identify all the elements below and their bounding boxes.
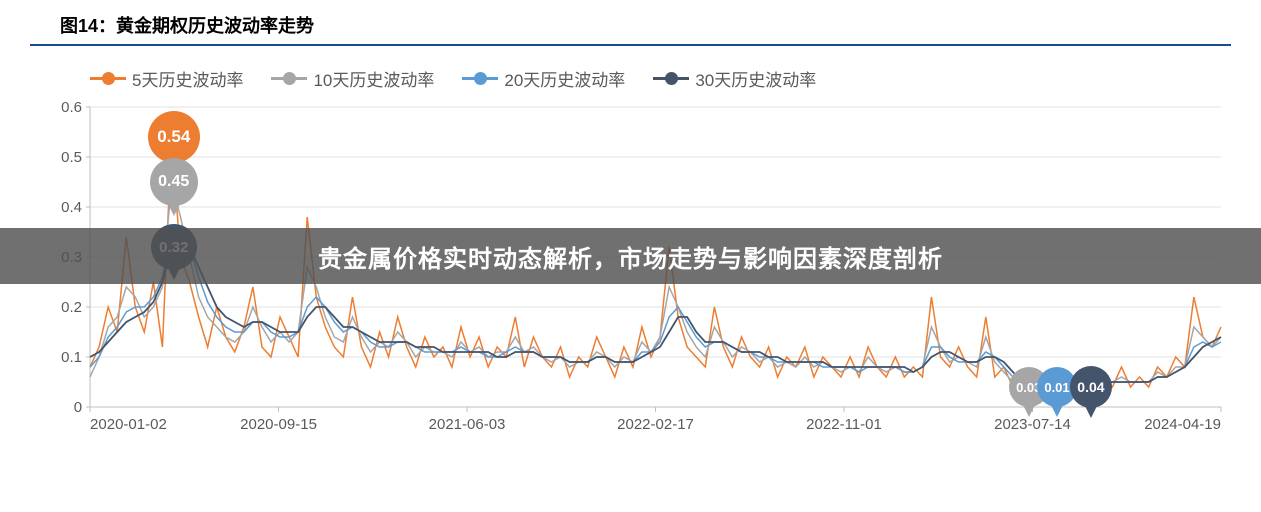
legend-label: 30天历史波动率	[695, 66, 816, 91]
callout-bubble: 0.04	[1070, 366, 1112, 408]
legend-label: 10天历史波动率	[313, 66, 434, 91]
y-tick-label: 0.2	[61, 299, 82, 316]
x-tick-label: 2024-04-19	[1144, 416, 1221, 433]
series-line	[90, 182, 1221, 392]
legend-marker	[653, 72, 689, 86]
x-tick-label: 2020-09-15	[240, 416, 317, 433]
legend-item: 10天历史波动率	[271, 66, 434, 91]
callout-bubble: 0.45	[150, 158, 198, 206]
figure-title: 图14：黄金期权历史波动率走势	[30, 0, 1231, 46]
y-tick-label: 0.5	[61, 149, 82, 166]
legend-label: 20天历史波动率	[504, 66, 625, 91]
legend-item: 20天历史波动率	[462, 66, 625, 91]
x-tick-label: 2023-07-14	[994, 416, 1071, 433]
x-tick-label: 2022-02-17	[617, 416, 694, 433]
x-tick-label: 2020-01-02	[90, 416, 167, 433]
legend-item: 30天历史波动率	[653, 66, 816, 91]
x-tick-label: 2022-11-01	[806, 416, 882, 433]
y-tick-label: 0	[74, 399, 82, 416]
legend-marker	[462, 72, 498, 86]
y-tick-label: 0.4	[61, 199, 82, 216]
legend-marker	[90, 72, 126, 86]
legend-label: 5天历史波动率	[132, 66, 243, 91]
overlay-banner: 贵金属价格实时动态解析，市场走势与影响因素深度剖析	[0, 228, 1261, 284]
y-tick-label: 0.6	[61, 101, 82, 116]
y-tick-label: 0.1	[61, 349, 82, 366]
legend-marker	[271, 72, 307, 86]
legend-item: 5天历史波动率	[90, 66, 243, 91]
x-tick-label: 2021-06-03	[429, 416, 506, 433]
legend: 5天历史波动率 10天历史波动率 20天历史波动率 30天历史波动率	[30, 56, 1231, 101]
callout-bubble: 0.54	[148, 111, 200, 163]
